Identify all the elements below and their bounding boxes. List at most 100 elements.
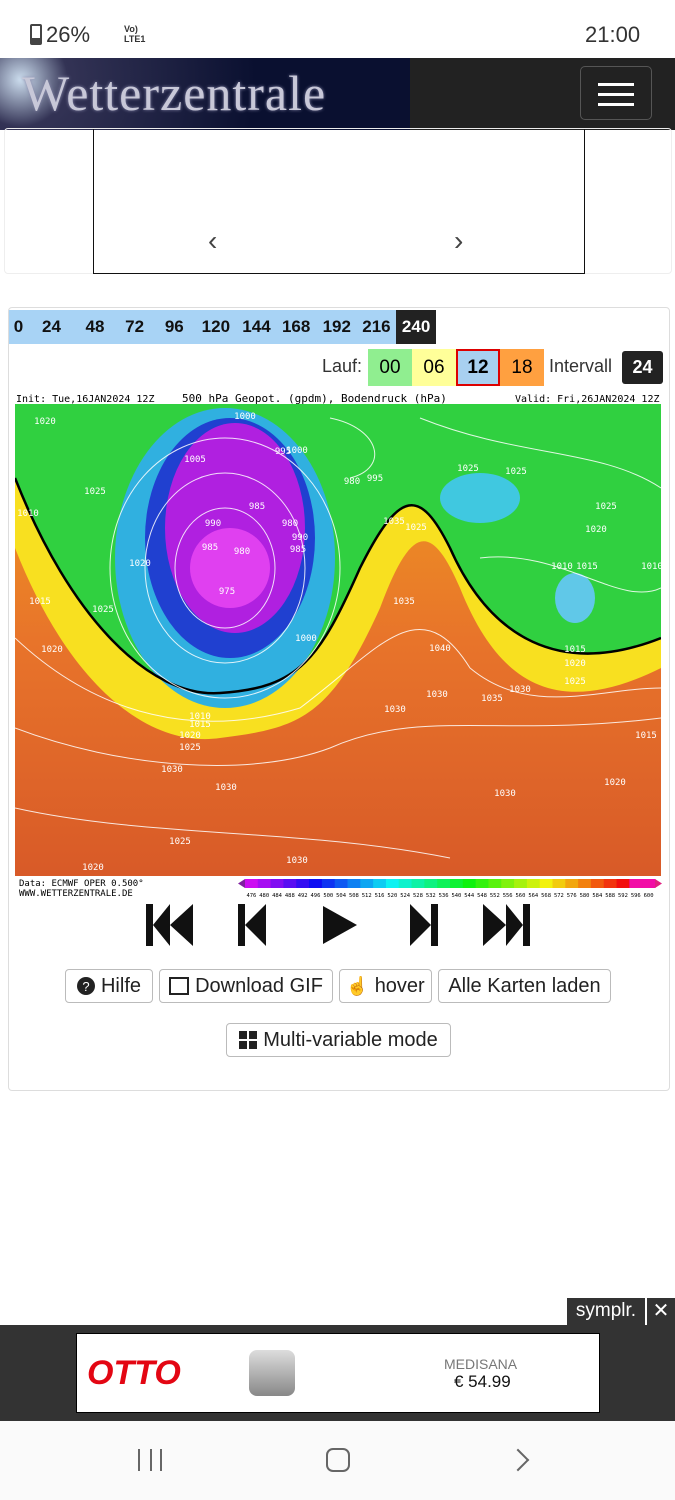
- colorbar-cell: [475, 879, 489, 888]
- colorbar-label: 476: [246, 893, 256, 899]
- colorbar-label: 600: [644, 893, 654, 899]
- interval-label: Intervall: [549, 356, 613, 376]
- nav-home[interactable]: [326, 1448, 350, 1472]
- timestep[interactable]: 192: [322, 317, 351, 336]
- colorbar-cell: [257, 879, 272, 888]
- ad-close[interactable]: ✕: [647, 1298, 675, 1325]
- colorbar-cell: [334, 879, 348, 888]
- ad-image: [249, 1350, 295, 1396]
- colorbar-label: 584: [592, 893, 603, 899]
- timestep[interactable]: 72: [125, 317, 145, 336]
- colorbar-cell: [565, 879, 579, 888]
- first-button[interactable]: [146, 904, 193, 946]
- map-lightblue2: [555, 573, 595, 623]
- map-init: Init: Tue,16JAN2024 12Z: [16, 394, 154, 405]
- isobar-label: 1020: [564, 659, 586, 669]
- isobar-label: 975: [219, 587, 235, 597]
- timestep[interactable]: 96: [164, 317, 184, 336]
- colorbar-label: 480: [259, 893, 269, 899]
- colorbar-cell: [450, 879, 464, 888]
- colorbar-label: 568: [541, 893, 551, 899]
- isobar-label: 1030: [286, 856, 308, 866]
- isobar-label: 980: [234, 547, 250, 557]
- isobar-label: 995: [367, 474, 383, 484]
- run-option[interactable]: 00: [368, 349, 412, 386]
- run-option[interactable]: 06: [412, 349, 456, 386]
- timestep[interactable]: 0: [13, 317, 24, 336]
- ad-brand: OTTO: [87, 1354, 181, 1392]
- next-button[interactable]: [410, 904, 438, 946]
- colorbar-cell: [437, 879, 451, 888]
- isobar-label: 1025: [179, 743, 201, 753]
- battery-icon: [30, 24, 42, 45]
- colorbar-cell: [642, 879, 656, 888]
- colorbar-label: 536: [439, 893, 449, 899]
- map-card: 0 24 48 72 96 120 144 168 192 216 240 Lauf: 00 06 12…: [8, 307, 670, 1091]
- colorbar-label: 552: [490, 893, 500, 899]
- prev-button[interactable]: [238, 904, 266, 946]
- isobar-label: 1025: [564, 677, 586, 687]
- ad-product: MEDISANA: [444, 1356, 518, 1372]
- timestep[interactable]: 144: [242, 317, 271, 336]
- logo[interactable]: Wetterzentrale: [0, 58, 410, 130]
- play-button[interactable]: [323, 906, 357, 944]
- run-option[interactable]: 12: [456, 349, 500, 386]
- carousel-card: ‹ ›: [4, 128, 672, 274]
- playback-controls: [0, 900, 675, 950]
- colorbar-label: 492: [298, 893, 308, 899]
- last-button[interactable]: [483, 904, 530, 946]
- colorbar-label: 488: [285, 893, 295, 899]
- colorbar-label: 532: [426, 893, 436, 899]
- isobar-label: 1030: [426, 690, 448, 700]
- multi-variable-button[interactable]: Multi-variable mode: [226, 1023, 451, 1057]
- run-options: 00 06 12 18: [368, 349, 544, 386]
- isobar-label: 985: [249, 502, 265, 512]
- isobar-label: 980: [344, 477, 360, 487]
- colorbar-label: 548: [477, 893, 487, 899]
- nav-recent[interactable]: [138, 1449, 162, 1471]
- ad-price: € 54.99: [454, 1372, 511, 1391]
- timestep[interactable]: 24: [42, 317, 61, 336]
- colorbar-label: 508: [349, 893, 359, 899]
- ad-provider[interactable]: symplr.: [567, 1298, 645, 1325]
- timestep[interactable]: 168: [281, 317, 311, 336]
- map-title: 500 hPa Geopot. (gpdm), Bodendruck (hPa): [182, 392, 447, 405]
- isobar-label: 1010: [641, 562, 663, 572]
- load-all-label: Alle Karten laden: [448, 974, 601, 997]
- load-all-button[interactable]: Alle Karten laden: [438, 969, 611, 1003]
- isobar-label: 1020: [129, 559, 151, 569]
- next-arrow[interactable]: ›: [454, 225, 464, 256]
- prev-arrow[interactable]: ‹: [208, 225, 218, 256]
- isobar-label: 1015: [576, 562, 598, 572]
- isobar-label: 1035: [393, 597, 415, 607]
- isobar-label: 1025: [457, 464, 479, 474]
- run-option[interactable]: 18: [500, 349, 544, 386]
- isobar-label: 1020: [41, 645, 63, 655]
- isobar-label: 1020: [179, 731, 201, 741]
- ad-content[interactable]: OTTO MEDISANA € 54.99: [76, 1333, 600, 1413]
- timestep[interactable]: 48: [85, 317, 105, 336]
- colorbar-cell: [270, 879, 284, 888]
- hover-button[interactable]: ☝ hover: [339, 969, 432, 1003]
- colorbar-label: 516: [375, 893, 385, 899]
- timestep[interactable]: 240: [396, 310, 436, 344]
- isobar-label: 1030: [215, 783, 237, 793]
- isobar-label: 1000: [295, 634, 317, 644]
- interval-value[interactable]: 24: [622, 351, 663, 384]
- colorbar-end-left: [238, 879, 245, 888]
- isobar-label: 1020: [34, 417, 56, 427]
- isobar-label: 1010: [189, 712, 211, 722]
- network: Vo) LTE1: [124, 24, 146, 44]
- menu-button[interactable]: [580, 66, 652, 120]
- colorbar-cell: [245, 879, 259, 888]
- timestep[interactable]: 120: [201, 317, 231, 336]
- isobar-label: 1015: [635, 731, 657, 741]
- isobar-label: 980: [282, 519, 298, 529]
- hover-label: hover: [374, 974, 425, 997]
- help-button[interactable]: ? Hilfe: [65, 969, 153, 1003]
- colorbar-cell: [373, 879, 387, 888]
- nav-back[interactable]: [506, 1448, 530, 1472]
- timestep[interactable]: 216: [362, 317, 391, 336]
- download-button[interactable]: Download GIF: [159, 969, 333, 1003]
